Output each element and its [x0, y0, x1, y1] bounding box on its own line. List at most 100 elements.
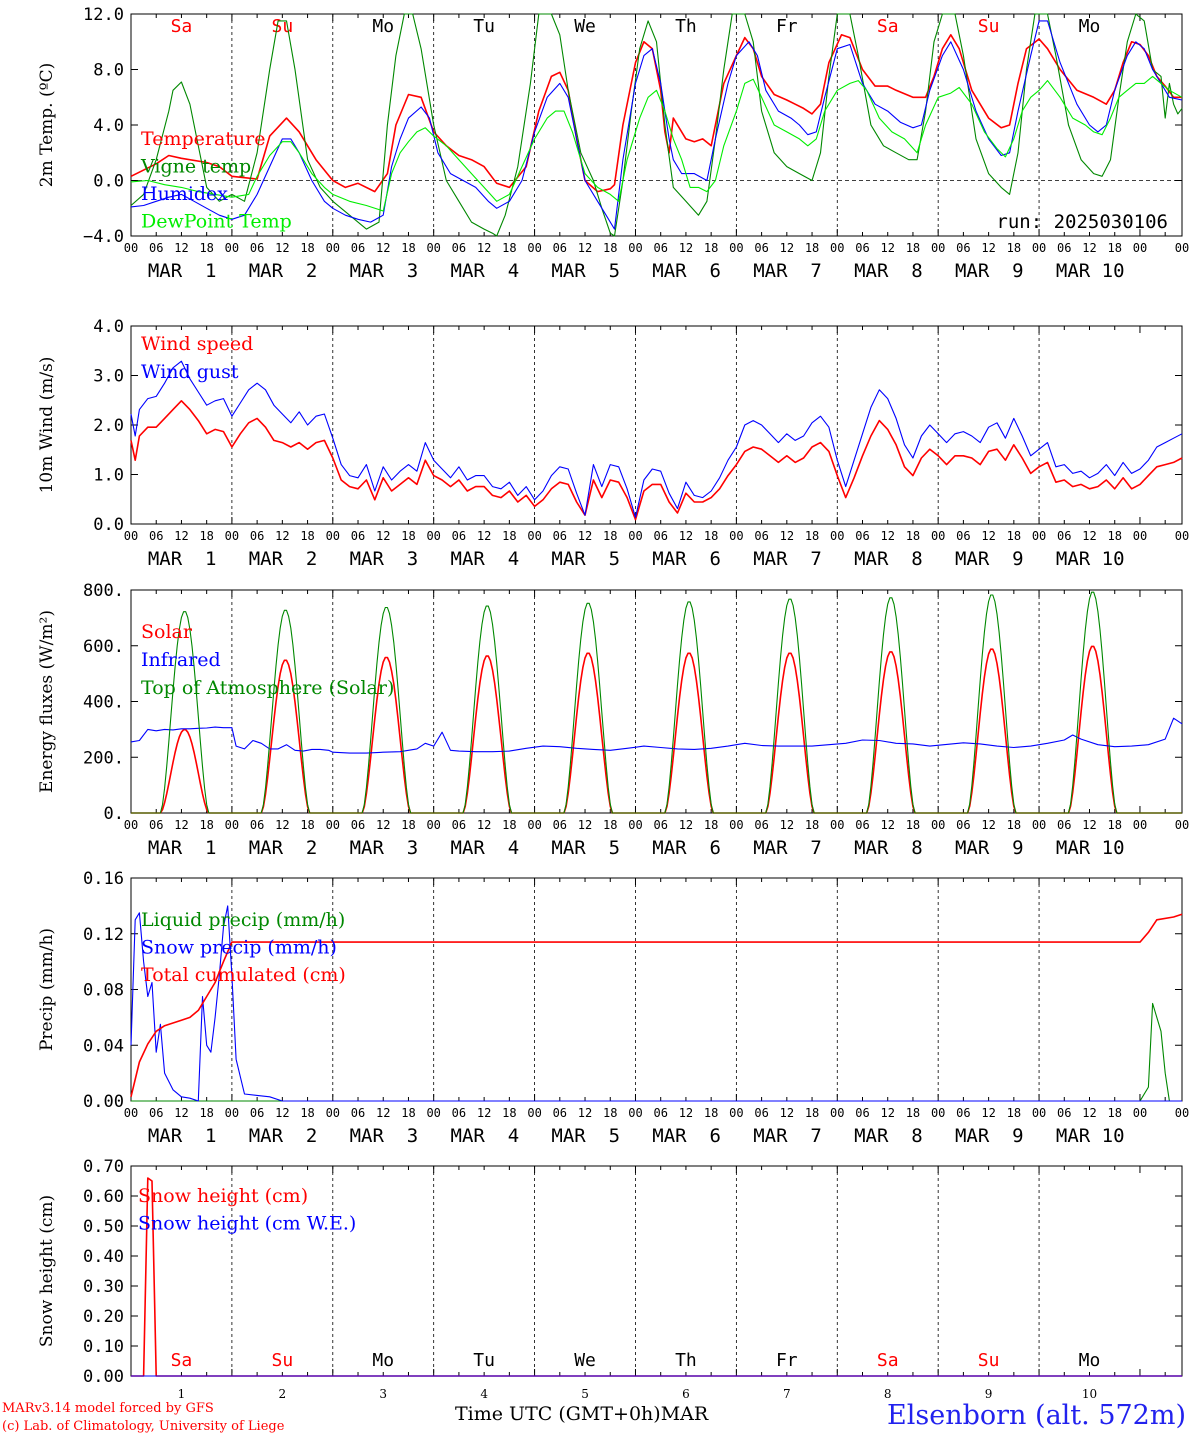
- x-hour-label: 06: [452, 818, 466, 832]
- date-label: MAR 10: [1056, 260, 1125, 282]
- legend-entry: Snow precip (mm/h): [141, 937, 337, 959]
- x-hour-label: 06: [956, 1106, 970, 1120]
- x-hour-label: 12: [275, 529, 289, 543]
- x-hour-label: 06: [956, 241, 970, 255]
- y-tick-label: 0.40: [83, 1247, 124, 1267]
- legend-entry: Liquid precip (mm/h): [141, 909, 345, 931]
- x-hour-label: 12: [780, 818, 794, 832]
- date-label: MAR 9: [955, 837, 1024, 859]
- x-hour-label: 12: [376, 818, 390, 832]
- day-name-label: Su: [978, 1350, 1000, 1371]
- x-hour-label: 06: [452, 529, 466, 543]
- date-label: MAR 7: [753, 260, 822, 282]
- x-hour-label: 12: [376, 529, 390, 543]
- x-hour-label: 12: [1082, 818, 1096, 832]
- x-hour-label: 12: [880, 1106, 894, 1120]
- x-hour-label: 00: [527, 241, 541, 255]
- x-hour-label: 18: [906, 241, 920, 255]
- x-hour-label: 18: [199, 818, 213, 832]
- date-label: MAR 5: [551, 837, 620, 859]
- legend-entry: Wind speed: [141, 333, 253, 355]
- x-hour-label: 00: [1175, 1106, 1189, 1120]
- x-hour-label: 00: [1133, 818, 1147, 832]
- day-name-label: Su: [978, 16, 1000, 37]
- date-label: MAR 8: [854, 837, 923, 859]
- y-tick-label: 0.08: [83, 981, 124, 1001]
- date-label: MAR 6: [652, 1125, 721, 1147]
- x-hour-label: 06: [351, 818, 365, 832]
- plot-frame: [130, 589, 1183, 814]
- day-name-label: We: [574, 1350, 596, 1371]
- date-label: MAR 9: [955, 1125, 1024, 1147]
- x-hour-label: 00: [931, 1106, 945, 1120]
- x-hour-label: 06: [855, 529, 869, 543]
- x-hour-label: 12: [880, 818, 894, 832]
- date-label: MAR 8: [854, 1125, 923, 1147]
- y-tick-label: 800.: [83, 581, 124, 601]
- x-hour-label: 12: [275, 818, 289, 832]
- x-hour-label: 00: [830, 529, 844, 543]
- x-hour-label: 18: [805, 241, 819, 255]
- x-hour-label: 00: [1175, 241, 1189, 255]
- x-hour-label: 12: [679, 241, 693, 255]
- x-hour-label: 06: [956, 529, 970, 543]
- day-name-label: Mo: [1079, 1350, 1101, 1371]
- panel-3: 800. 600. 400. 200. 0. Energy fluxes (W/m²) 00…: [37, 581, 1189, 859]
- x-hour-label: 06: [250, 529, 264, 543]
- x-hour-label: 00: [830, 241, 844, 255]
- x-hour-label: 12: [880, 241, 894, 255]
- day-name-label: Sa: [877, 16, 899, 37]
- day-number-label: 7: [783, 1387, 791, 1401]
- x-hour-label: 00: [628, 1106, 642, 1120]
- y-tick-label: 0.00: [83, 1092, 124, 1112]
- x-hour-label: 18: [300, 529, 314, 543]
- x-hour-label: 00: [1175, 818, 1189, 832]
- panel-2: 4.0 3.0 2.0 1.0 0.0 10m Wind (m/s) 00 06 12 18 00 0…: [37, 317, 1189, 570]
- date-label: MAR 3: [350, 548, 419, 570]
- x-hour-label: 00: [225, 529, 239, 543]
- y-tick-label: 2.0: [93, 416, 124, 436]
- x-hour-label: 00: [326, 241, 340, 255]
- x-hour-label: 18: [401, 529, 415, 543]
- y-tick-label: 3.0: [93, 367, 124, 387]
- x-hour-label: 12: [1082, 1106, 1096, 1120]
- legend-entry: Humidex: [141, 183, 228, 205]
- x-hour-label: 00: [326, 529, 340, 543]
- x-hour-label: 12: [174, 818, 188, 832]
- day-name-label: Tu: [473, 16, 495, 37]
- x-hour-label: 12: [578, 818, 592, 832]
- y-tick-label: 4.0: [93, 317, 124, 337]
- series-line: [131, 1002, 1182, 1102]
- date-label: MAR 5: [551, 548, 620, 570]
- x-hour-label: 06: [653, 1106, 667, 1120]
- x-hour-label: 12: [981, 1106, 995, 1120]
- y-tick-label: 0.16: [83, 869, 124, 889]
- x-hour-label: 18: [502, 818, 516, 832]
- x-hour-label: 00: [426, 241, 440, 255]
- x-hour-label: 00: [628, 818, 642, 832]
- y-tick-label: 0.: [104, 804, 124, 824]
- day-name-label: Mo: [372, 16, 394, 37]
- x-hour-label: 12: [679, 1106, 693, 1120]
- station-title: Elsenborn (alt. 572m): [887, 1400, 1186, 1431]
- x-hour-label: 18: [502, 1106, 516, 1120]
- x-hour-label: 06: [956, 818, 970, 832]
- date-label: MAR 4: [451, 837, 520, 859]
- x-hour-label: 12: [578, 1106, 592, 1120]
- x-hour-label: 18: [199, 1106, 213, 1120]
- x-hour-label: 18: [1007, 818, 1021, 832]
- date-label: MAR 3: [350, 1125, 419, 1147]
- date-label: MAR 2: [249, 1125, 318, 1147]
- legend-entry: Snow height (cm W.E.): [138, 1213, 356, 1235]
- day-name-label: Th: [675, 16, 697, 37]
- x-hour-label: 00: [628, 529, 642, 543]
- x-hour-label: 06: [855, 241, 869, 255]
- x-hour-label: 06: [653, 529, 667, 543]
- x-hour-label: 18: [1007, 241, 1021, 255]
- x-hour-label: 00: [1032, 818, 1046, 832]
- date-label: MAR 1: [148, 837, 217, 859]
- run-label: run: 2025030106: [996, 211, 1168, 233]
- y-tick-label: 4.0: [93, 116, 124, 136]
- date-label: MAR 4: [451, 548, 520, 570]
- day-number-label: 9: [985, 1387, 993, 1401]
